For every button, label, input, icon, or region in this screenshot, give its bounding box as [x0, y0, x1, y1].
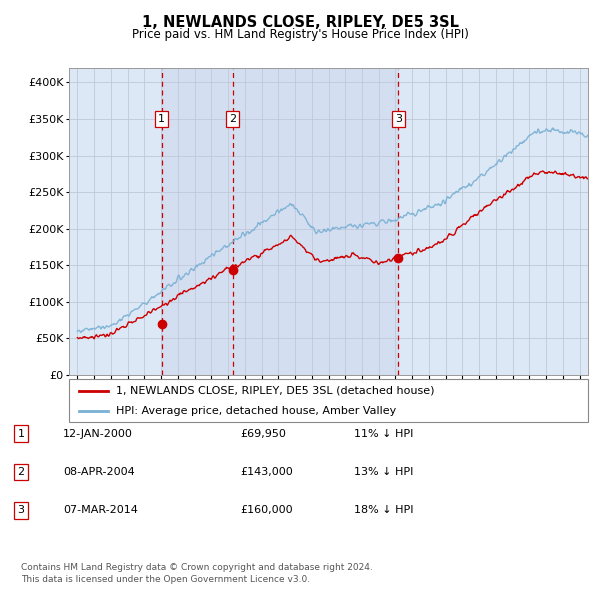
Text: 2: 2 [17, 467, 25, 477]
Text: 08-APR-2004: 08-APR-2004 [63, 467, 135, 477]
Text: Price paid vs. HM Land Registry's House Price Index (HPI): Price paid vs. HM Land Registry's House … [131, 28, 469, 41]
Text: 1, NEWLANDS CLOSE, RIPLEY, DE5 3SL (detached house): 1, NEWLANDS CLOSE, RIPLEY, DE5 3SL (deta… [116, 386, 434, 396]
Text: £160,000: £160,000 [240, 506, 293, 515]
Text: 3: 3 [395, 114, 402, 124]
Text: 13% ↓ HPI: 13% ↓ HPI [354, 467, 413, 477]
Text: 11% ↓ HPI: 11% ↓ HPI [354, 429, 413, 438]
Text: 18% ↓ HPI: 18% ↓ HPI [354, 506, 413, 515]
Text: 1: 1 [17, 429, 25, 438]
Text: 2: 2 [229, 114, 236, 124]
Text: 1, NEWLANDS CLOSE, RIPLEY, DE5 3SL: 1, NEWLANDS CLOSE, RIPLEY, DE5 3SL [142, 15, 458, 30]
Text: 1: 1 [158, 114, 165, 124]
Text: Contains HM Land Registry data © Crown copyright and database right 2024.
This d: Contains HM Land Registry data © Crown c… [21, 563, 373, 584]
Text: 07-MAR-2014: 07-MAR-2014 [63, 506, 138, 515]
Text: 3: 3 [17, 506, 25, 515]
Text: £69,950: £69,950 [240, 429, 286, 438]
Text: £143,000: £143,000 [240, 467, 293, 477]
Text: 12-JAN-2000: 12-JAN-2000 [63, 429, 133, 438]
Text: HPI: Average price, detached house, Amber Valley: HPI: Average price, detached house, Ambe… [116, 407, 396, 416]
Bar [161, 68, 398, 375]
